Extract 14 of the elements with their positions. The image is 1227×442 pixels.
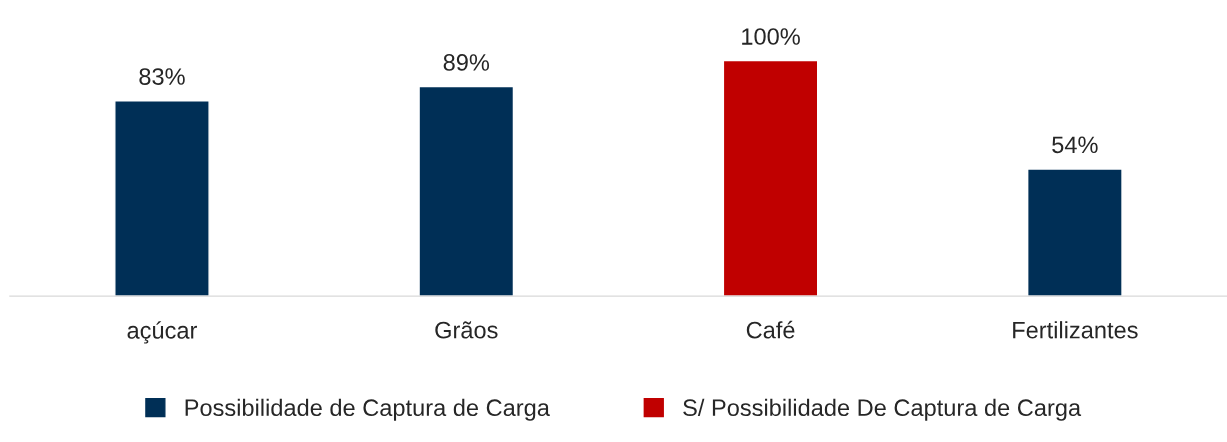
x-tick-label: Fertilizantes bbox=[1013, 321, 1138, 339]
data-label: 100% bbox=[742, 28, 800, 45]
data-label: 83% bbox=[139, 68, 185, 85]
data-label: 54% bbox=[1052, 136, 1098, 154]
bar bbox=[722, 59, 819, 297]
x-tick-label: Café bbox=[746, 320, 795, 339]
data-label: 89% bbox=[443, 54, 490, 71]
legend-label: S/ Possibilidade De Captura de Carga bbox=[683, 398, 1082, 421]
legend-label: Possibilidade de Captura de Carga bbox=[185, 398, 550, 421]
bar bbox=[1026, 168, 1123, 297]
bar bbox=[114, 99, 210, 297]
x-tick-label: açúcar bbox=[127, 321, 198, 344]
bar bbox=[418, 85, 515, 297]
x-tick-label: Grãos bbox=[435, 321, 498, 339]
